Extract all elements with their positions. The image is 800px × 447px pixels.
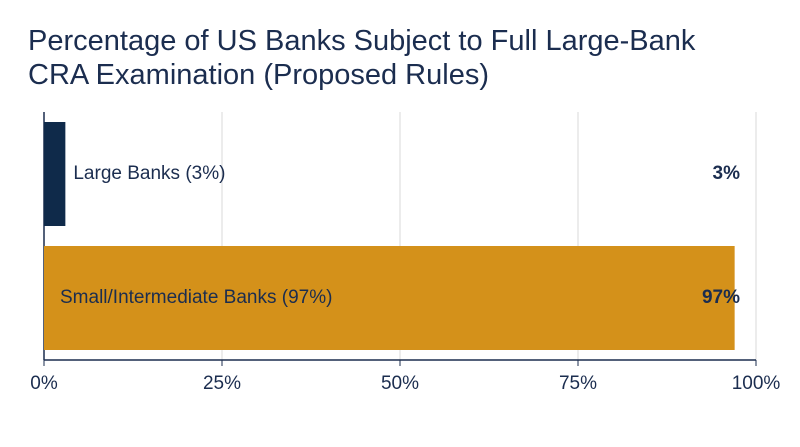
x-tick-label: 50%	[381, 373, 419, 394]
category-label: Small/Intermediate Banks (97%)	[60, 287, 332, 308]
value-label: 97%	[702, 287, 740, 308]
x-tick-label: 100%	[732, 373, 781, 394]
bar	[44, 246, 735, 350]
bar	[44, 122, 66, 226]
value-label: 3%	[713, 163, 741, 184]
x-tick-label: 75%	[559, 373, 597, 394]
category-label: Large Banks (3%)	[73, 163, 225, 184]
x-tick-label: 25%	[203, 373, 241, 394]
x-tick-label: 0%	[30, 373, 58, 394]
chart-title: Percentage of US Banks Subject to Full L…	[28, 25, 696, 91]
